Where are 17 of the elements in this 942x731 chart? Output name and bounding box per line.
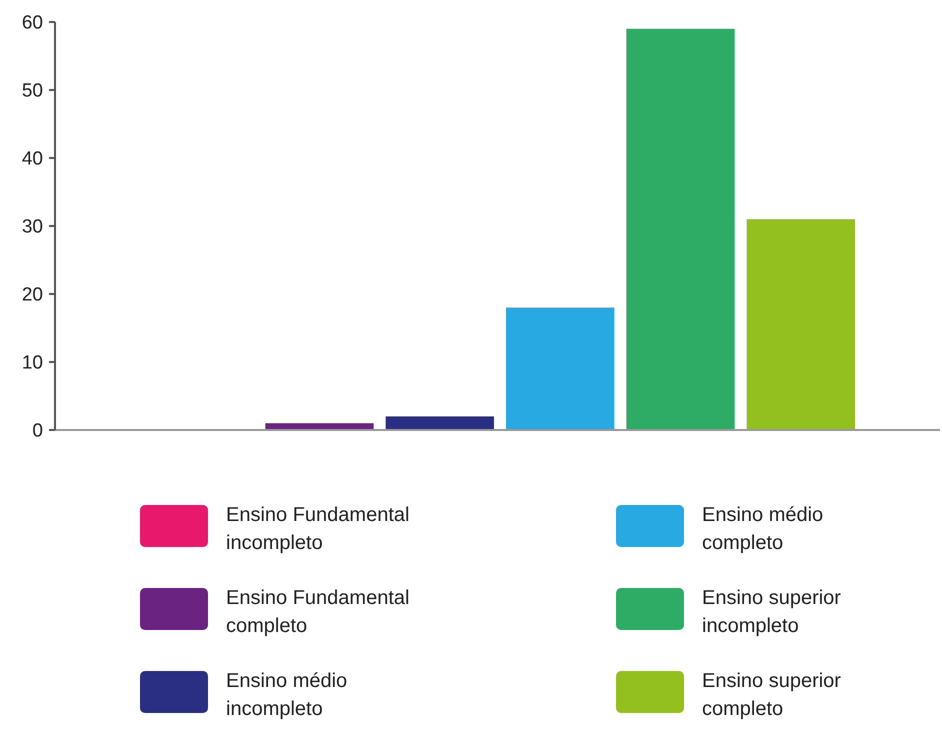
bar — [626, 28, 735, 430]
legend-label: Ensino superior completo — [702, 670, 842, 720]
bar — [746, 219, 855, 430]
y-tick-label: 60 — [22, 12, 43, 34]
bar — [506, 308, 614, 430]
y-tick-label: 40 — [22, 148, 43, 170]
y-tick-label: 50 — [22, 80, 43, 102]
legend-label: Ensino médio incompleto — [226, 670, 348, 720]
legend-label: Ensino superior incompleto — [702, 587, 842, 637]
legend-label: Ensino médio completo — [702, 504, 824, 554]
y-tick-label: 20 — [22, 284, 43, 306]
y-tick-label: 0 — [32, 420, 43, 442]
bar — [386, 416, 494, 430]
legend-label: Ensino Fundamental incompleto — [226, 504, 410, 554]
y-tick-label: 30 — [22, 216, 43, 238]
legend-label: Ensino Fundamental completo — [226, 587, 410, 637]
y-tick-label: 10 — [22, 352, 43, 374]
